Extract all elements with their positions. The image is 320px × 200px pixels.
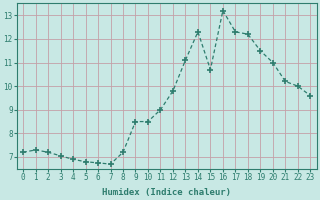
X-axis label: Humidex (Indice chaleur): Humidex (Indice chaleur) (102, 188, 231, 197)
